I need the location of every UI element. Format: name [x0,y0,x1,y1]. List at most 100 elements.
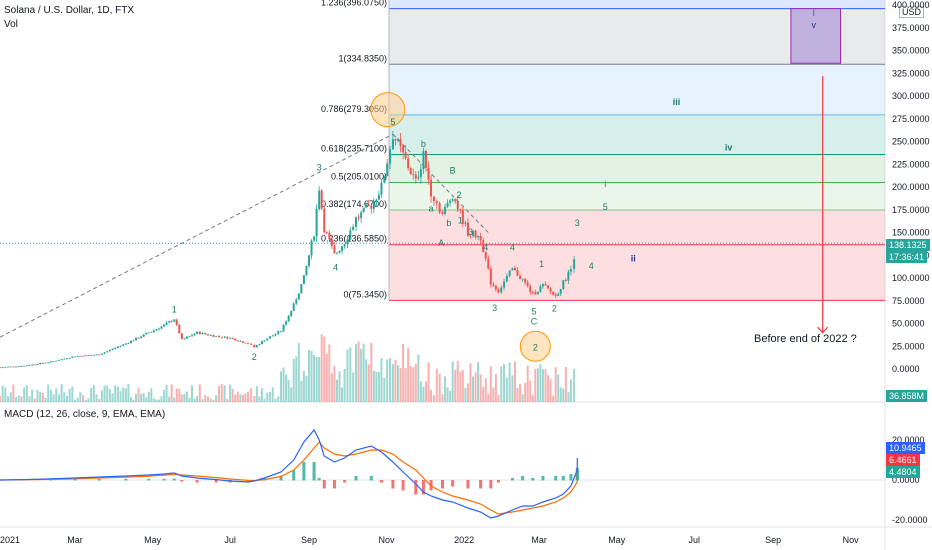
candle-body [241,341,244,343]
volume-bar [466,383,469,402]
candle-body [559,289,562,294]
time-tick: Nov [843,535,860,545]
candle-body [541,284,544,287]
volume-bar [226,398,229,402]
candle-body [469,235,472,237]
fib-label-1.236: 1.236(396.0750) [321,0,387,8]
candle-body [513,267,516,271]
macd-badge: 10.9465 [886,442,925,454]
time-tick: May [608,535,626,545]
volume-bar [482,386,485,402]
volume-bar [57,394,60,402]
wave-label: I [813,8,816,18]
candle-body [302,275,305,285]
macd-histogram-bar [379,480,383,483]
volume-bar [412,367,415,402]
candle-body [31,364,34,366]
volume-bar [277,396,280,402]
candle-body [526,282,529,287]
volume-bar [229,384,232,402]
wave-label: 4 [589,261,594,271]
candle-body [33,364,36,366]
candle-body [521,278,524,280]
candle-body [444,206,447,214]
candle-body [474,230,477,238]
candle-body [183,338,186,340]
candle-body [280,331,283,333]
volume-bars [0,334,576,402]
candle-body [68,357,71,359]
volume-bar [427,362,430,402]
volume-bar [557,374,560,402]
candle-body [325,232,328,233]
volume-bar [573,368,576,402]
candle-body [277,331,280,334]
volume-bar [461,369,464,402]
volume-bar [183,393,186,402]
candle-body [564,280,567,282]
countdown-badge: 17:36:41 [886,251,928,263]
candle-body [198,331,201,335]
volume-bar [307,349,310,402]
fib-band-0.5 [389,154,885,183]
volume-bar [394,360,397,402]
fib-band-0.618 [389,114,885,155]
volume-bar [234,394,237,402]
volume-bar [39,392,42,402]
signal-badge: 6.4661 [886,454,920,466]
wave-label: b [421,139,426,149]
fib-label-0.5: 0.5(205.0100) [331,171,387,181]
price-tick: 275.0000 [892,114,930,124]
candle-body [414,174,417,179]
time-tick: Sep [301,535,317,545]
volume-bar [223,385,226,402]
macd-tick: 20.0000 [892,435,925,445]
volume-bar [380,357,383,402]
volume-bar [145,397,148,402]
macd-tick: -20.0000 [892,515,928,525]
wave-label: 2 [252,352,257,362]
price-tick: 325.0000 [892,68,930,78]
candle-body [201,332,204,335]
volume-bar [193,398,196,402]
fib-band-0.786 [389,64,885,115]
volume-bar [92,385,95,402]
candle-body [124,343,127,345]
volume-bar [404,368,407,402]
volume-bar [282,367,285,402]
volume-bar [74,399,77,402]
histogram-badge: 4.4804 [886,466,920,478]
volume-bar [20,396,23,402]
candle-body [377,194,380,200]
candle-body [47,362,50,364]
macd-histogram-bar [214,480,218,483]
volume-bar [444,376,447,402]
fib-label-0: 0(75.3450) [343,289,387,299]
candle-body [114,347,117,350]
fib-label-0.618: 0.618(235.7100) [321,144,387,154]
volume-bar [258,396,261,402]
candle-body [449,200,452,203]
candle-body [44,362,47,364]
volume-bar [474,372,477,402]
candle-body [217,336,220,337]
fib-label-0.236: 0.236(136.5850) [321,234,387,244]
candle-body [193,333,196,336]
candle-body [127,343,130,344]
time-tick: Jul [689,535,701,545]
candle-body [23,365,26,367]
fib-label-0.382: 0.382(174.6700) [321,199,387,209]
volume-bar [135,393,138,402]
volume-bar [386,359,389,402]
candle-body [100,353,103,355]
volume-bar [170,384,173,402]
volume-bar [295,356,298,402]
volume-bar [503,363,506,402]
candle-body [142,334,145,337]
macd-histogram-bar [292,470,296,481]
candle-body [338,250,341,253]
wave-label: i [604,179,606,189]
candle-body [52,361,55,362]
macd-histogram-bar [401,480,405,491]
